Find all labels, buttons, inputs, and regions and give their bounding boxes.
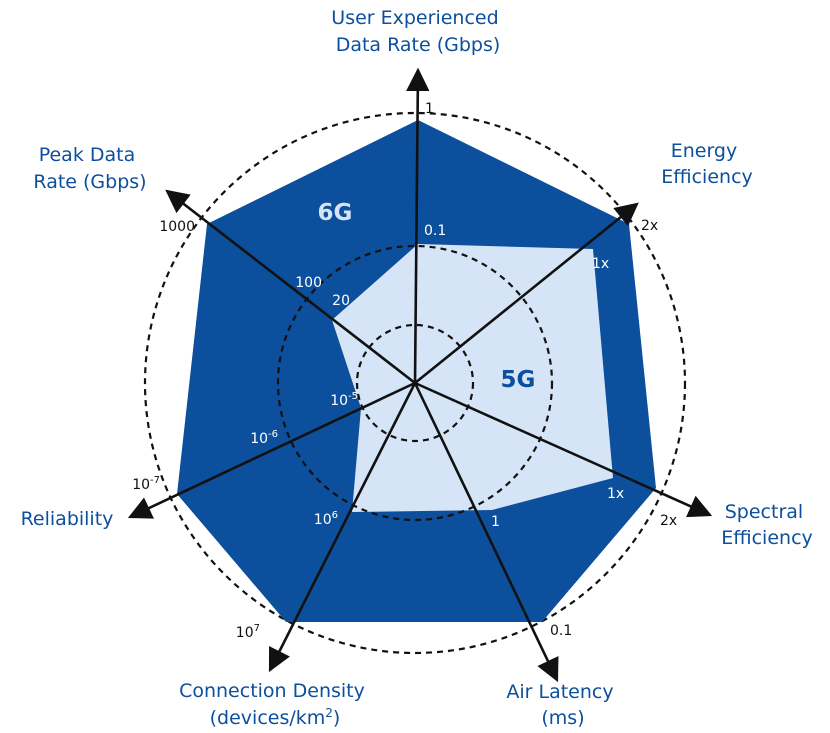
axis-line-cd xyxy=(268,382,417,673)
tick-label-udr-5g: 0.1 xyxy=(424,223,446,239)
series-label-6g: 6G xyxy=(318,200,353,226)
axis-title-lat-line1: Air Latency xyxy=(506,681,613,703)
tick-label-cd-5g: 106 xyxy=(314,510,338,528)
axis-line-rel xyxy=(127,381,416,519)
tick-label-se-6g: 2x xyxy=(660,513,677,529)
axis-title-pdr-line1: Peak Data xyxy=(39,144,136,166)
tick-label-se-5g: 1x xyxy=(607,486,624,502)
grid-ring-outer xyxy=(143,111,687,655)
axis-title-se-line1: Spectral xyxy=(725,501,803,523)
grid-ring-inner-overlay xyxy=(355,323,475,443)
tick-label-lat-6g: 0.1 xyxy=(550,623,572,639)
tick-label-ee-5g: 1x xyxy=(592,256,609,272)
axis-title-connection-density: Connection Density (devices/km2) xyxy=(179,680,371,729)
tick-labels: 1 0.1 2x 1x 2x 1x 0.1 1 107 106 10-7 10-6 10-5 1000 10… xyxy=(132,101,677,641)
axis-title-rel-line1: Reliability xyxy=(21,508,114,530)
axis-line-ee xyxy=(414,202,639,385)
tick-label-cd-6g: 107 xyxy=(236,623,260,641)
tick-label-pdr-5g: 20 xyxy=(332,293,350,309)
tick-label-pdr-6g: 1000 xyxy=(159,219,195,235)
axis-title-reliability: Reliability xyxy=(21,508,114,530)
axis-line-se xyxy=(414,381,713,518)
axis-title-cd-line1: Connection Density xyxy=(179,680,365,702)
axis-title-lat-line2: (ms) xyxy=(541,707,584,729)
axis-line-lat xyxy=(413,382,559,683)
axis-title-pdr-line2: Rate (Gbps) xyxy=(33,171,146,193)
axis-title-udr-line1: User Experienced xyxy=(331,7,498,29)
axis-title-udr-line2: Data Rate (Gbps) xyxy=(336,34,501,56)
tick-label-lat-5g: 1 xyxy=(491,514,500,530)
axis-title-cd-line2: (devices/km2) xyxy=(210,706,341,729)
tick-label-udr-6g: 1 xyxy=(425,101,434,117)
axis-line-udr xyxy=(406,67,430,384)
axis-title-peak-data-rate: Peak Data Rate (Gbps) xyxy=(33,144,146,193)
axis-title-spectral-efficiency: Spectral Efficiency xyxy=(721,501,813,549)
series-5g-polygon xyxy=(332,244,613,512)
axis-title-se-line2: Efficiency xyxy=(721,527,813,549)
axis-title-air-latency: Air Latency (ms) xyxy=(506,681,619,729)
tick-label-rel-mid: 10-6 xyxy=(250,429,278,447)
axis-title-user-experienced-data-rate: User Experienced Data Rate (Gbps) xyxy=(331,7,504,56)
axis-line-pdr xyxy=(165,189,416,385)
series-label-5g: 5G xyxy=(501,367,536,393)
tick-label-ee-6g: 2x xyxy=(641,218,658,234)
grid-ring-middle-overlay xyxy=(276,244,554,522)
axes-group xyxy=(127,67,713,683)
axis-title-energy-efficiency: Energy Efficiency xyxy=(661,140,753,188)
tick-label-pdr-mid: 100 xyxy=(295,275,322,291)
tick-label-rel-6g: 10-7 xyxy=(132,475,160,493)
tick-label-rel-5g: 10-5 xyxy=(330,391,358,409)
axis-title-ee-line2: Efficiency xyxy=(661,166,753,188)
axis-title-ee-line1: Energy xyxy=(671,140,738,162)
